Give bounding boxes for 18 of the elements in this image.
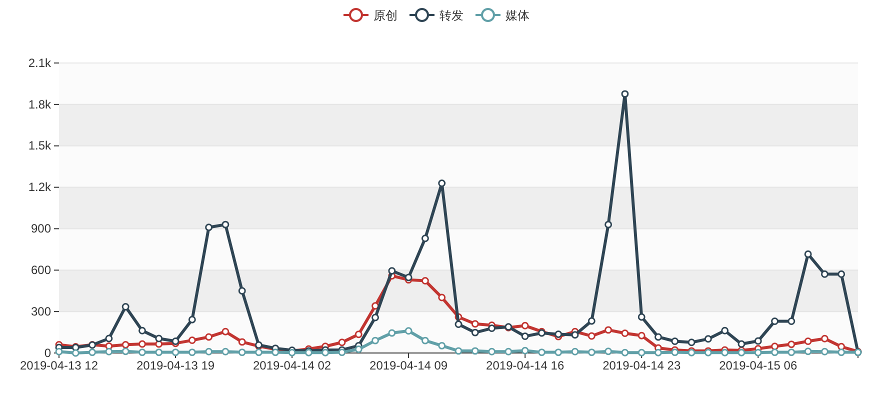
x-tick-label: 2019-04-15 06: [719, 358, 798, 373]
y-tick-label: 2.1k: [28, 56, 52, 70]
y-tick-label: 0: [44, 346, 52, 360]
x-tick-label: 2019-04-14 23: [602, 358, 681, 373]
y-tick-label: 1.8k: [28, 97, 52, 112]
x-tick-label: 2019-04-14 09: [370, 358, 448, 373]
x-tick-label: 2019-04-14 16: [486, 358, 564, 373]
x-tick-label: 2019-04-13 12: [20, 358, 98, 373]
legend-label: 转发: [440, 8, 464, 22]
x-tick-label: 2019-04-14 02: [253, 358, 332, 373]
y-tick-label: 300: [30, 304, 52, 318]
y-tick-label: 600: [30, 262, 52, 277]
legend-label: 媒体: [506, 8, 530, 22]
y-tick-label: 900: [30, 222, 52, 236]
legend-label: 原创: [374, 8, 398, 22]
x-tick-label: 2019-04-13 19: [136, 358, 215, 373]
y-tick-label: 1.2k: [28, 180, 52, 194]
y-tick-label: 1.5k: [28, 138, 52, 153]
